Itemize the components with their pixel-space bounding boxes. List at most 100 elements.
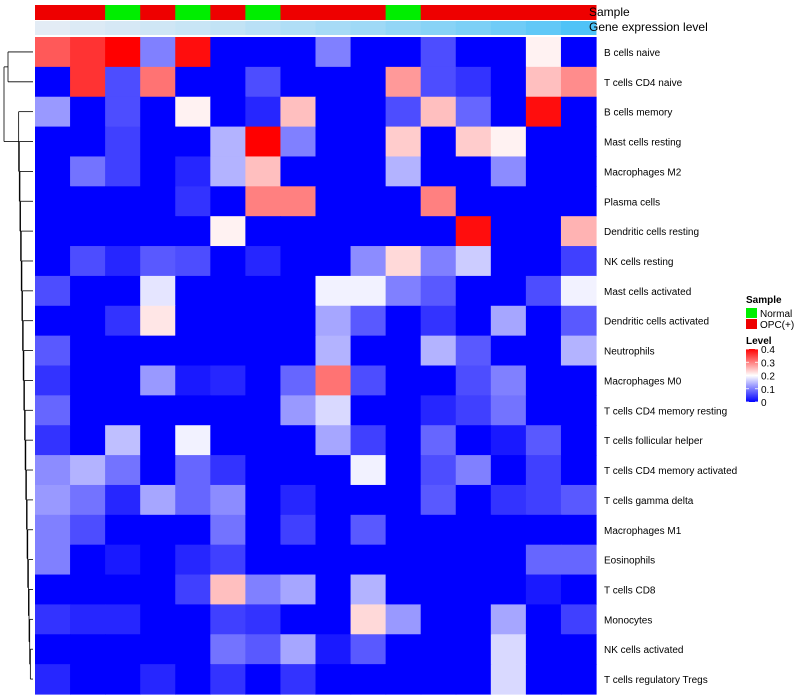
heatmap-cell [560,484,597,516]
level-tick-label: 0.4 [761,345,775,356]
heatmap-cell [210,96,246,128]
heatmap-cell [175,126,211,158]
heatmap-cell [350,216,387,247]
heatmap-cell [105,275,141,307]
heatmap-cell [35,186,71,217]
heatmap-cell [490,335,527,367]
heatmap-cell [455,664,492,695]
heatmap-cell [245,574,282,606]
heatmap-cell [140,365,176,396]
heatmap-cell [315,425,352,456]
heatmap-cell [175,186,211,217]
sample-legend-swatch [746,308,757,318]
heatmap-cell [245,246,282,277]
heatmap-cell [385,365,422,396]
heatmap-cell [525,395,562,426]
heatmap-cell [385,335,422,367]
heatmap-cell [245,37,282,68]
heatmap-cell [210,574,246,606]
heatmap-cell [455,425,492,456]
heatmap-cell [385,514,422,546]
heatmap-cell [210,455,246,486]
heatmap-cell [350,246,387,277]
heatmap-cell [455,455,492,486]
heatmap-cell [140,156,176,187]
heatmap-cell [280,126,317,158]
heatmap-cell [70,664,106,695]
heatmap-cell [420,395,457,426]
heatmap-cell [245,66,282,98]
heatmap-cell [280,186,317,217]
heatmap-cell [70,216,106,247]
heatmap-cell [455,275,492,307]
heatmap-cell [140,37,176,68]
heatmap-cell [245,335,282,367]
heatmap-cell [490,305,527,337]
heatmap-cell [245,455,282,486]
heatmap-cell [315,156,352,187]
sample-annotation-cell [455,5,492,20]
heatmap-cell [525,246,562,277]
heatmap-cell [280,455,317,486]
heatmap-cell [70,156,106,187]
heatmap-cell [280,66,317,98]
heatmap-cell [420,634,457,665]
heatmap-cell [420,156,457,187]
heatmap-cell [560,126,597,158]
heatmap-cell [210,365,246,396]
heatmap-cell [140,455,176,486]
row-label: T cells CD4 memory activated [604,466,737,477]
heatmap-cell [385,186,422,217]
heatmap-cell [175,574,211,606]
heatmap-cell [280,604,317,635]
heatmap-cell [385,216,422,247]
heatmap-cell [350,66,387,98]
heatmap-cell [140,514,176,546]
heatmap-cell [280,574,317,606]
heatmap-cell [35,604,71,635]
heatmap-cell [385,425,422,456]
heatmap-cell [175,246,211,277]
heatmap-cell [455,395,492,426]
heatmap-cell [455,246,492,277]
heatmap-cell [350,634,387,665]
heatmap-cell [140,275,176,307]
heatmap-cell [315,335,352,367]
heatmap-cell [175,484,211,516]
expression-annotation-cell [385,21,422,35]
heatmap-cell [420,604,457,635]
heatmap-cell [560,664,597,695]
heatmap-cell [420,126,457,158]
row-label: Plasma cells [604,197,660,208]
expression-annotation-cell [280,21,316,35]
heatmap-cell [175,66,211,98]
heatmap-cell [175,455,211,486]
heatmap-cell [245,664,282,695]
heatmap-cell [280,514,317,546]
heatmap-cell [385,37,422,68]
heatmap-cell [35,395,71,426]
heatmap-cell [350,544,387,576]
row-label: Mast cells activated [604,287,691,298]
sample-annotation-cell [70,5,106,20]
row-label: Mast cells resting [604,138,681,149]
heatmap-cell [525,544,562,576]
expression-annotation-cell [70,21,106,35]
heatmap-cell [280,275,317,307]
sample-legend-label: Normal [760,309,792,320]
heatmap-cell [245,604,282,635]
row-label: T cells CD4 memory resting [604,406,727,417]
heatmap-cell [210,66,246,98]
heatmap-cell [490,664,527,695]
heatmap-cell [420,365,457,396]
heatmap-cell [560,634,597,665]
heatmap-cell [35,275,71,307]
heatmap-cell [105,634,141,665]
row-label: T cells regulatory Tregs [604,675,708,686]
heatmap-cell [35,66,71,98]
row-label: NK cells resting [604,257,673,268]
heatmap-cell [175,335,211,367]
